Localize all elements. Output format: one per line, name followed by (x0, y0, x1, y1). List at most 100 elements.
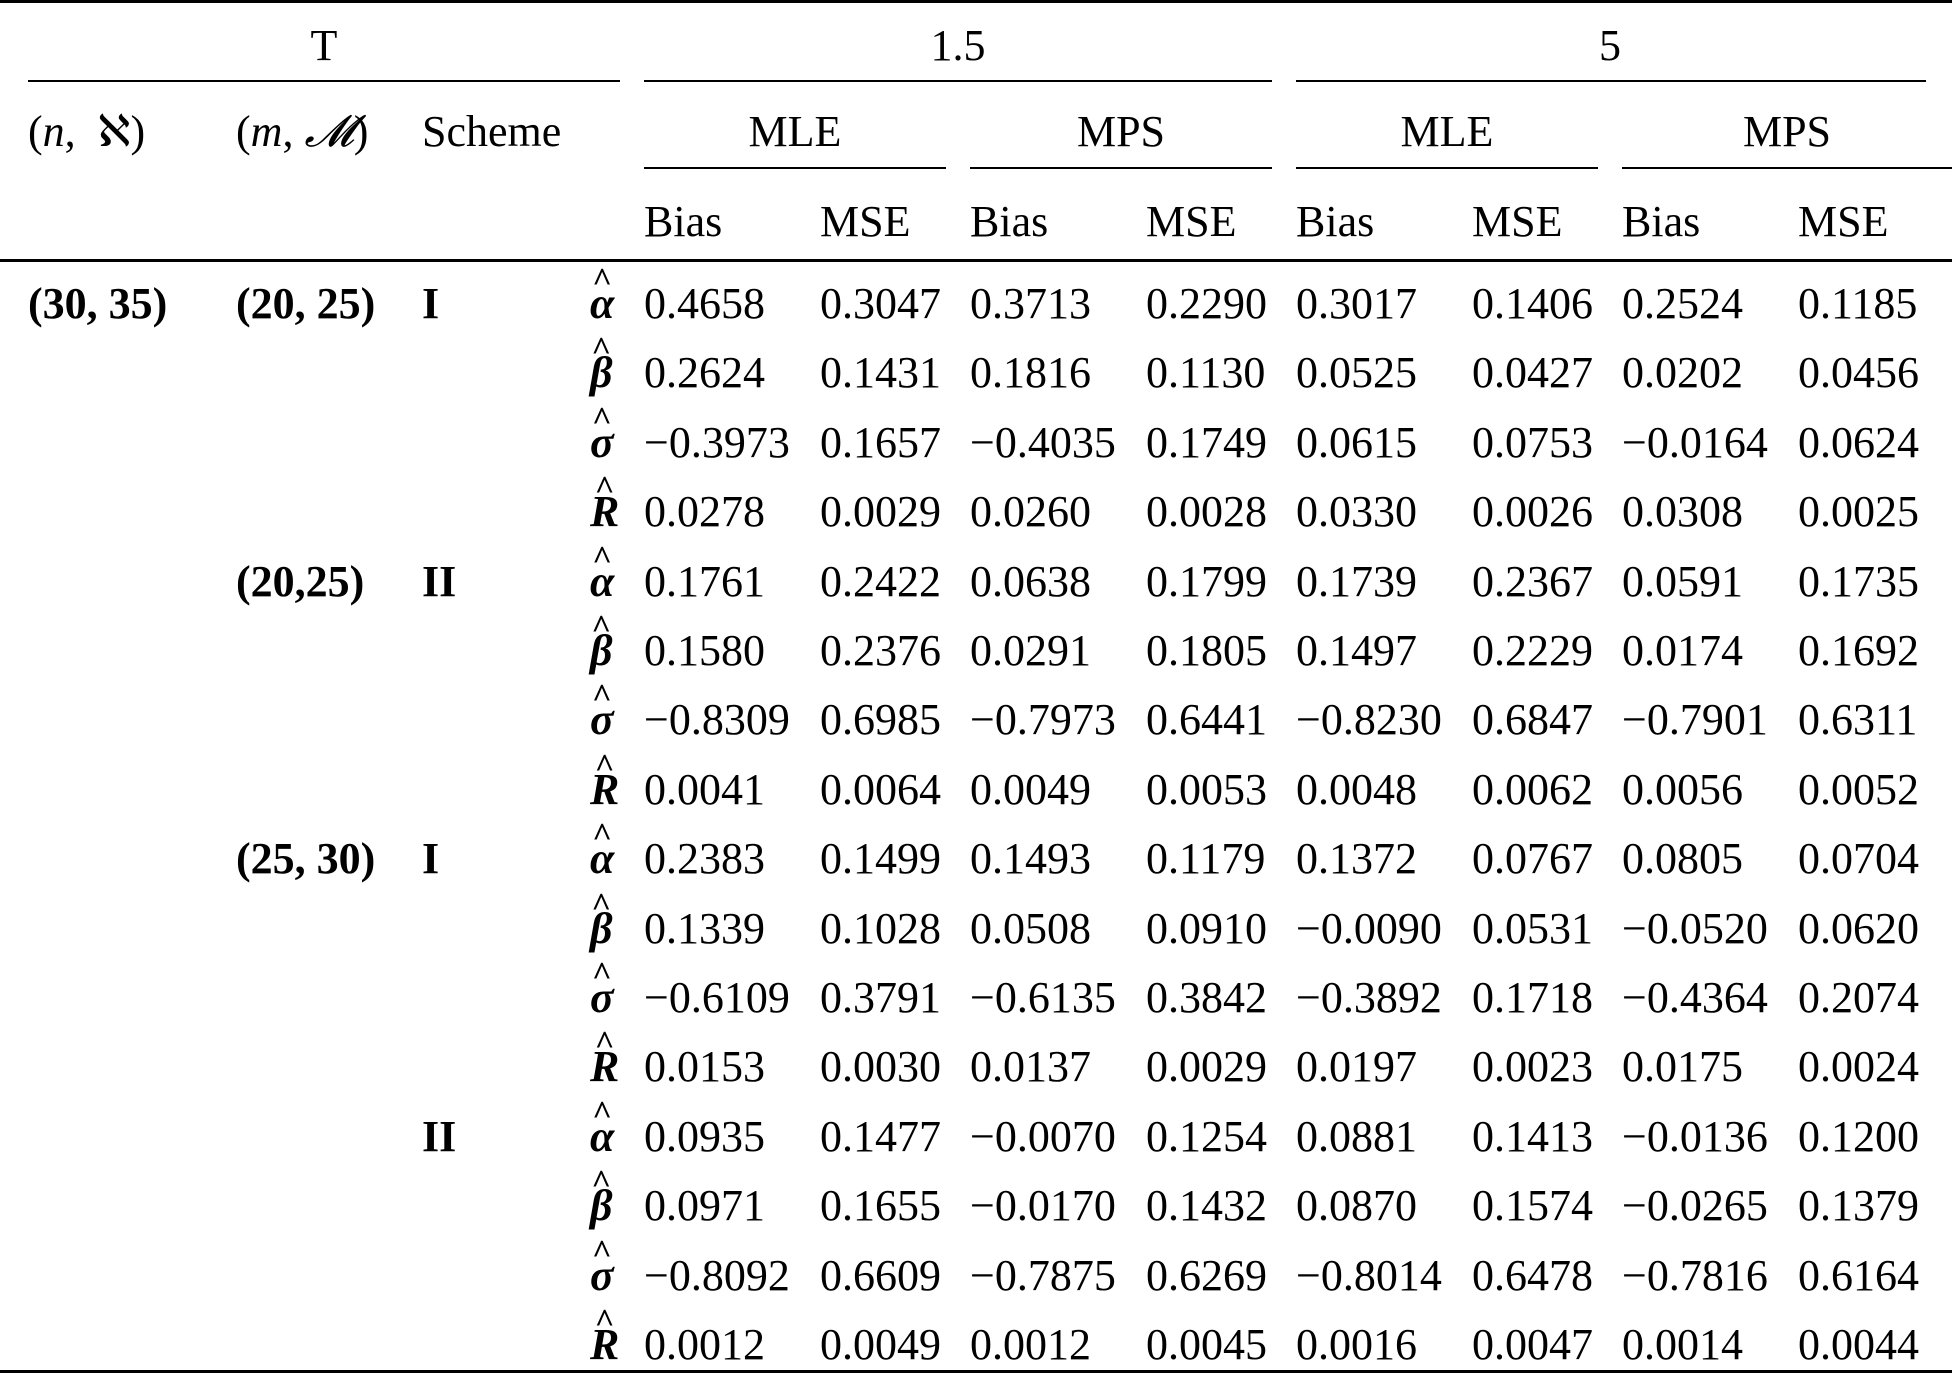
cell-value: 0.2290 (1146, 279, 1267, 328)
cell-value: 0.1028 (820, 903, 941, 953)
hat-accent: ^ (594, 747, 615, 785)
cell-value: 0.6164 (1798, 1250, 1919, 1300)
hat-accent: ^ (594, 1025, 615, 1063)
cell-value: −0.0520 (1622, 903, 1768, 953)
cell-value: 0.6985 (820, 695, 941, 745)
cell-value: 0.1379 (1798, 1181, 1919, 1231)
cell-value: 0.0049 (820, 1320, 941, 1369)
cell-value: 0.1799 (1146, 556, 1267, 606)
cell-value: 0.6847 (1472, 695, 1593, 745)
cell-value: 0.0012 (644, 1320, 765, 1369)
cell-value: −0.0170 (970, 1181, 1116, 1231)
row-scheme: II (422, 556, 457, 606)
cell-value: 0.0278 (644, 487, 765, 537)
cell-value: 0.3047 (820, 279, 941, 328)
t2-underline (1296, 80, 1926, 82)
row-m-value: (25, 30) (236, 834, 376, 884)
row-parameter: ^ α (590, 264, 614, 326)
cell-value: 0.1432 (1146, 1181, 1267, 1231)
cell-value: 0.1749 (1146, 417, 1267, 467)
t1-underline (644, 80, 1272, 82)
cell-value: 0.0052 (1798, 764, 1919, 814)
hat-accent: ^ (594, 1303, 615, 1340)
cell-value: −0.8092 (644, 1250, 790, 1300)
header-measure-8: MSE (1798, 197, 1889, 246)
cell-value: −0.0136 (1622, 1111, 1768, 1161)
t-underline (28, 80, 620, 82)
cell-value: −0.8230 (1296, 695, 1442, 745)
cell-value: 0.1499 (820, 834, 941, 884)
hat-accent: ^ (592, 539, 613, 577)
cell-value: 0.1372 (1296, 834, 1417, 884)
cell-value: 0.0174 (1622, 626, 1743, 675)
cell-value: 0.0137 (970, 1042, 1091, 1092)
cell-value: 0.1735 (1798, 556, 1919, 606)
cell-value: 0.3017 (1296, 279, 1417, 328)
cell-value: 0.0704 (1798, 834, 1919, 884)
cell-value: 0.0056 (1622, 764, 1743, 814)
cell-value: 0.1339 (644, 903, 765, 953)
cell-value: −0.7875 (970, 1250, 1116, 1300)
cell-value: 0.3713 (970, 279, 1091, 328)
row-scheme: II (422, 1111, 457, 1161)
hat-accent: ^ (592, 817, 613, 855)
parameter-symbol: β (590, 626, 613, 675)
mps2-underline (1622, 167, 1952, 169)
cell-value: 0.0881 (1296, 1111, 1417, 1161)
hat-accent: ^ (591, 1233, 612, 1271)
mle1-underline (644, 167, 946, 169)
cell-value: 0.2524 (1622, 279, 1743, 328)
hat-accent: ^ (592, 1094, 613, 1132)
cell-value: 0.6441 (1146, 695, 1267, 745)
cell-value: 0.2074 (1798, 973, 1919, 1022)
top-rule (0, 0, 1952, 3)
cell-value: −0.0090 (1296, 903, 1442, 953)
cell-value: 0.3842 (1146, 973, 1267, 1022)
header-t-value-2: 5 (1599, 21, 1621, 70)
cell-value: 0.0197 (1296, 1042, 1417, 1092)
cell-value: 0.1200 (1798, 1111, 1919, 1161)
cell-value: 0.2624 (644, 348, 765, 398)
header-measure-5: Bias (1296, 197, 1375, 246)
parameter-symbol: R (590, 487, 620, 537)
cell-value: 0.0753 (1472, 417, 1593, 467)
row-parameter: ^ α (590, 541, 614, 604)
cell-value: −0.8309 (644, 695, 790, 745)
cell-value: 0.0153 (644, 1042, 765, 1092)
cell-value: 0.2229 (1472, 626, 1593, 675)
parameter-symbol: σ (590, 695, 614, 745)
cell-value: −0.6109 (644, 973, 790, 1022)
cell-value: −0.4364 (1622, 973, 1768, 1022)
row-parameter: ^ σ (590, 680, 614, 745)
header-method-mle-1: MLE (748, 107, 842, 156)
cell-value: −0.3973 (644, 417, 790, 467)
cell-value: 0.2367 (1472, 556, 1593, 606)
header-measure-7: Bias (1622, 197, 1701, 246)
cell-value: −0.7973 (970, 695, 1116, 745)
parameter-symbol: β (590, 903, 613, 953)
cell-value: 0.1805 (1146, 626, 1267, 675)
cell-value: 0.0062 (1472, 764, 1593, 814)
cell-value: 0.0525 (1296, 348, 1417, 398)
parameter-symbol: σ (590, 417, 614, 467)
cell-value: 0.0029 (820, 487, 941, 537)
cell-value: 0.0615 (1296, 417, 1417, 467)
row-parameter: ^ β (590, 333, 613, 395)
parameter-symbol: σ (590, 973, 614, 1022)
cell-value: 0.0026 (1472, 487, 1593, 537)
cell-value: 0.0175 (1622, 1042, 1743, 1092)
cell-value: −0.8014 (1296, 1250, 1442, 1300)
cell-value: −0.3892 (1296, 973, 1442, 1022)
cell-value: −0.7901 (1622, 695, 1768, 745)
cell-value: 0.0260 (970, 487, 1091, 537)
row-parameter: ^ β (590, 611, 613, 675)
cell-value: 0.0624 (1798, 417, 1919, 467)
cell-value: 0.0014 (1622, 1320, 1743, 1369)
cell-value: 0.1718 (1472, 973, 1593, 1022)
cell-value: 0.0024 (1798, 1042, 1919, 1092)
parameter-symbol: α (590, 1111, 615, 1161)
cell-value: 0.1413 (1472, 1111, 1593, 1161)
row-parameter: ^ β (590, 888, 613, 953)
parameter-symbol: R (590, 764, 620, 814)
cell-value: 0.6311 (1798, 695, 1918, 745)
